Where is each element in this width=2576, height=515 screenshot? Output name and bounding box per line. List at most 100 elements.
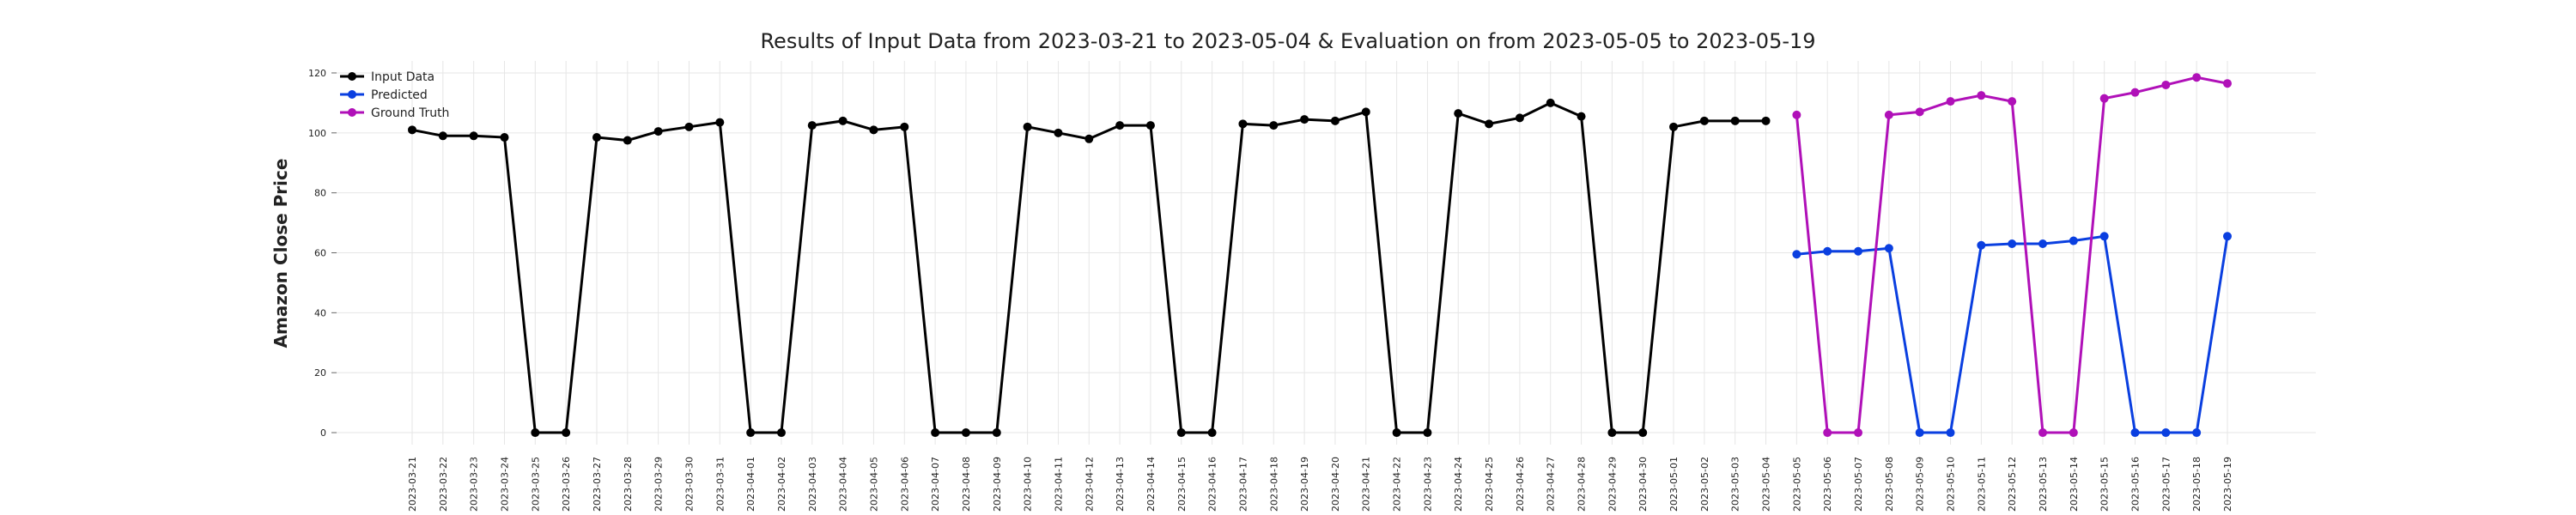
x-tick-label: 2023-04-04 bbox=[838, 457, 849, 512]
data-point bbox=[807, 121, 817, 130]
data-point bbox=[1946, 428, 1955, 438]
legend-label: Input Data bbox=[371, 70, 434, 84]
x-tick-label: 2023-04-02 bbox=[776, 457, 787, 512]
x-tick-label: 2023-04-07 bbox=[930, 457, 941, 512]
y-tick-label: 0 bbox=[320, 427, 326, 439]
legend-marker bbox=[348, 90, 356, 99]
y-tick-label: 80 bbox=[314, 188, 326, 199]
legend: Input Data Predicted Ground Truth bbox=[340, 70, 449, 120]
x-tick-label: 2023-05-14 bbox=[2069, 457, 2080, 512]
x-tick-label: 2023-04-10 bbox=[1023, 457, 1034, 512]
x-tick-label: 2023-05-19 bbox=[2222, 457, 2233, 512]
data-point bbox=[961, 428, 970, 438]
data-point bbox=[2008, 239, 2017, 249]
data-point bbox=[2038, 239, 2048, 249]
data-point bbox=[1361, 107, 1370, 117]
y-axis-label: Amazon Close Price bbox=[270, 159, 291, 348]
data-point bbox=[1792, 250, 1801, 259]
x-tick-label: 2023-04-22 bbox=[1392, 457, 1403, 512]
data-point bbox=[1977, 91, 1986, 100]
data-point bbox=[1176, 428, 1186, 438]
data-point bbox=[469, 131, 478, 141]
x-tick-label: 2023-05-12 bbox=[2007, 457, 2018, 512]
x-tick-label: 2023-04-21 bbox=[1361, 457, 1372, 512]
x-tick-label: 2023-03-27 bbox=[592, 457, 603, 512]
x-tick-label: 2023-05-10 bbox=[1946, 457, 1957, 512]
x-tick-label: 2023-04-25 bbox=[1484, 457, 1495, 512]
y-tick-label: 40 bbox=[314, 307, 326, 318]
x-tick-label: 2023-03-26 bbox=[561, 457, 572, 512]
x-tick-label: 2023-05-06 bbox=[1822, 457, 1833, 512]
data-point bbox=[592, 133, 601, 142]
x-tick-label: 2023-04-24 bbox=[1453, 457, 1464, 512]
chart-title: Results of Input Data from 2023-03-21 to… bbox=[760, 29, 1815, 53]
x-tick-label: 2023-04-19 bbox=[1299, 457, 1310, 512]
data-point bbox=[900, 122, 909, 131]
x-tick-label: 2023-03-28 bbox=[623, 457, 634, 512]
x-tick-label: 2023-04-18 bbox=[1268, 457, 1279, 512]
data-point bbox=[1884, 110, 1893, 119]
x-tick-label: 2023-05-18 bbox=[2191, 457, 2202, 512]
x-tick-label: 2023-05-02 bbox=[1699, 457, 1710, 512]
data-point bbox=[531, 428, 540, 438]
data-point bbox=[1977, 240, 1986, 250]
data-point bbox=[1669, 122, 1679, 131]
x-tick-label: 2023-03-29 bbox=[653, 457, 665, 512]
data-point bbox=[2223, 232, 2232, 241]
x-tick-label: 2023-03-23 bbox=[469, 457, 480, 512]
legend-label: Predicted bbox=[371, 88, 428, 102]
x-tick-label: 2023-03-25 bbox=[530, 457, 541, 512]
x-tick-label: 2023-05-04 bbox=[1761, 457, 1772, 512]
data-point bbox=[1515, 113, 1524, 123]
x-tick-label: 2023-04-16 bbox=[1207, 457, 1218, 512]
x-tick-label: 2023-05-11 bbox=[1976, 457, 1987, 512]
x-tick-label: 2023-04-05 bbox=[868, 457, 879, 512]
data-point bbox=[684, 122, 694, 131]
data-point bbox=[1946, 97, 1955, 106]
data-point bbox=[2069, 428, 2078, 438]
x-tick-label: 2023-04-01 bbox=[745, 457, 756, 512]
data-point bbox=[1238, 119, 1248, 129]
data-point bbox=[2192, 73, 2202, 82]
data-point bbox=[1699, 116, 1709, 125]
data-point bbox=[1607, 428, 1617, 438]
x-tick-label: 2023-03-21 bbox=[407, 457, 418, 512]
data-point bbox=[1854, 246, 1863, 256]
x-tick-label: 2023-04-14 bbox=[1145, 457, 1157, 512]
data-point bbox=[1115, 121, 1125, 130]
legend-label: Ground Truth bbox=[371, 106, 449, 120]
x-tick-label: 2023-05-16 bbox=[2130, 457, 2142, 512]
y-tick-label: 20 bbox=[314, 367, 326, 379]
data-point bbox=[653, 127, 663, 136]
data-point bbox=[2130, 428, 2140, 438]
data-point bbox=[1145, 121, 1155, 130]
x-tick-label: 2023-04-23 bbox=[1422, 457, 1433, 512]
data-point bbox=[992, 428, 1001, 438]
data-point bbox=[1054, 128, 1063, 137]
data-point bbox=[408, 125, 416, 135]
x-tick-label: 2023-04-06 bbox=[899, 457, 910, 512]
x-tick-label: 2023-05-09 bbox=[1915, 457, 1926, 512]
data-point bbox=[869, 125, 878, 135]
data-point bbox=[2130, 88, 2140, 97]
data-point bbox=[1269, 121, 1279, 130]
x-tick-label: 2023-04-29 bbox=[1607, 457, 1618, 512]
x-tick-label: 2023-04-17 bbox=[1237, 457, 1249, 512]
data-point bbox=[1207, 428, 1217, 438]
data-point bbox=[838, 116, 848, 125]
x-tick-label: 2023-03-30 bbox=[683, 457, 695, 512]
data-point bbox=[2192, 428, 2202, 438]
x-tick-label: 2023-04-26 bbox=[1515, 457, 1526, 512]
x-tick-label: 2023-04-27 bbox=[1546, 457, 1557, 512]
data-point bbox=[1392, 428, 1401, 438]
data-point bbox=[1638, 428, 1648, 438]
x-tick-label: 2023-04-30 bbox=[1637, 457, 1649, 512]
x-tick-label: 2023-03-22 bbox=[438, 457, 449, 512]
data-point bbox=[2038, 428, 2048, 438]
data-point bbox=[746, 428, 756, 438]
data-point bbox=[776, 428, 786, 438]
x-tick-label: 2023-04-13 bbox=[1115, 457, 1126, 512]
legend-marker bbox=[348, 72, 356, 81]
data-point bbox=[2161, 80, 2171, 89]
x-tick-label: 2023-05-05 bbox=[1791, 457, 1802, 512]
